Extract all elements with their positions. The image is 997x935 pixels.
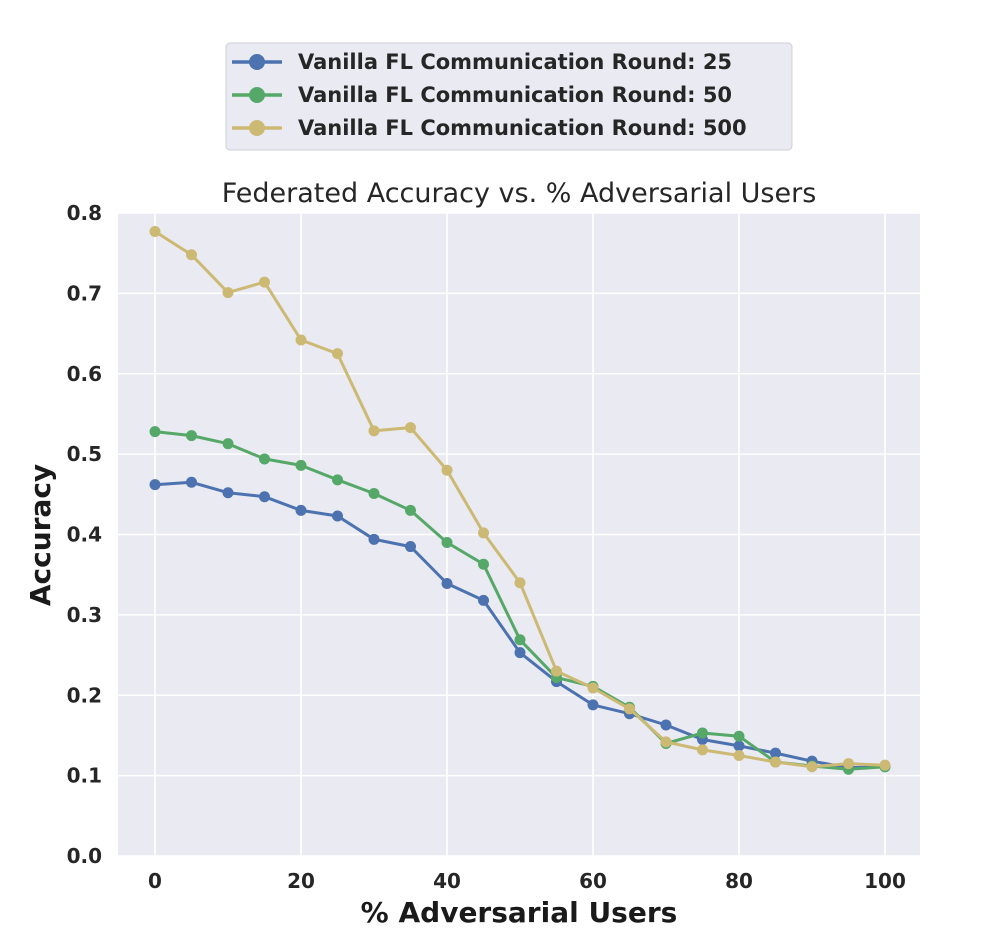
data-point bbox=[478, 558, 489, 570]
y-tick-label: 0.6 bbox=[67, 362, 102, 386]
data-point bbox=[478, 594, 489, 606]
legend-box bbox=[225, 42, 793, 151]
data-point bbox=[441, 578, 453, 590]
legend-entry: Vanilla FL Communication Round: 25 bbox=[232, 50, 732, 74]
series-layer bbox=[149, 225, 891, 775]
data-point bbox=[259, 491, 270, 503]
data-point bbox=[770, 756, 781, 768]
data-point bbox=[332, 510, 343, 522]
y-tick-label: 0.0 bbox=[67, 844, 102, 868]
data-point bbox=[222, 287, 234, 299]
chart-title: Federated Accuracy vs. % Adversarial Use… bbox=[222, 178, 817, 209]
x-tick-label: 0 bbox=[148, 869, 162, 893]
x-axis-label: % Adversarial Users bbox=[361, 896, 678, 929]
data-point bbox=[405, 541, 416, 553]
data-point bbox=[332, 348, 343, 360]
data-point bbox=[149, 225, 161, 237]
data-point bbox=[295, 334, 307, 346]
legend-entry: Vanilla FL Communication Round: 500 bbox=[232, 116, 747, 140]
legend-marker bbox=[249, 120, 265, 136]
data-point bbox=[295, 504, 307, 516]
x-tick-label: 60 bbox=[579, 869, 607, 893]
series-3 bbox=[149, 225, 891, 773]
x-tick-label: 20 bbox=[287, 869, 315, 893]
y-tick-label: 0.5 bbox=[67, 442, 102, 466]
data-point bbox=[806, 761, 818, 773]
y-tick-label: 0.2 bbox=[67, 683, 102, 707]
data-point bbox=[587, 699, 599, 711]
data-point bbox=[222, 487, 234, 499]
data-point bbox=[368, 533, 380, 545]
legend-label: Vanilla FL Communication Round: 500 bbox=[298, 116, 747, 140]
data-point bbox=[770, 747, 781, 759]
data-point bbox=[368, 425, 380, 437]
y-tick-label: 0.4 bbox=[67, 523, 102, 547]
data-point bbox=[551, 665, 562, 677]
data-point bbox=[733, 750, 745, 762]
y-tick-label: 0.7 bbox=[67, 281, 102, 305]
data-point bbox=[259, 453, 270, 465]
data-point bbox=[149, 426, 161, 438]
x-tick-label: 100 bbox=[864, 869, 906, 893]
data-point bbox=[405, 422, 416, 434]
data-point bbox=[879, 759, 891, 771]
data-point bbox=[697, 744, 708, 756]
x-tick-label: 40 bbox=[433, 869, 461, 893]
data-point bbox=[441, 537, 453, 549]
data-point bbox=[514, 647, 526, 659]
data-point bbox=[186, 430, 197, 442]
data-point bbox=[441, 464, 453, 476]
data-point bbox=[514, 577, 526, 589]
data-point bbox=[733, 730, 745, 742]
legend-entry: Vanilla FL Communication Round: 50 bbox=[232, 83, 732, 107]
data-point bbox=[624, 703, 635, 715]
y-tick-label: 0.8 bbox=[67, 201, 102, 225]
data-point bbox=[843, 758, 854, 770]
data-point bbox=[368, 488, 380, 500]
data-point bbox=[186, 476, 197, 488]
data-point bbox=[186, 249, 197, 261]
data-point bbox=[295, 459, 307, 471]
data-point bbox=[733, 740, 745, 752]
data-point bbox=[514, 634, 526, 646]
y-axis-label: Accuracy bbox=[24, 464, 57, 606]
data-point bbox=[259, 276, 270, 288]
legend-label: Vanilla FL Communication Round: 50 bbox=[298, 83, 732, 107]
legend-marker bbox=[249, 54, 265, 70]
data-point bbox=[587, 682, 599, 694]
grid-lines bbox=[118, 212, 920, 857]
y-tick-label: 0.3 bbox=[67, 603, 102, 627]
data-point bbox=[478, 527, 489, 539]
legend-marker bbox=[249, 87, 265, 103]
tick-labels: 0 20 40 60 80 100 0.0 0.1 0.2 0.3 0.4 0.5 0.6 0.7 0.8 bbox=[67, 201, 906, 893]
x-tick-label: 80 bbox=[725, 869, 753, 893]
data-point bbox=[405, 504, 416, 516]
legend: Vanilla FL Communication Round: 25 Vanill… bbox=[225, 42, 793, 151]
data-point bbox=[660, 719, 672, 731]
y-tick-label: 0.1 bbox=[67, 764, 102, 788]
data-point bbox=[332, 474, 343, 486]
data-point bbox=[660, 736, 672, 748]
legend-label: Vanilla FL Communication Round: 25 bbox=[298, 50, 732, 74]
data-point bbox=[697, 727, 708, 739]
data-point bbox=[149, 479, 161, 491]
data-point bbox=[222, 438, 234, 450]
